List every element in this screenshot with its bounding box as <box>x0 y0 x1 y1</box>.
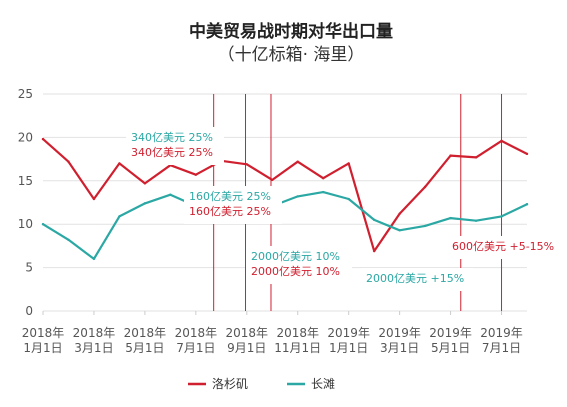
data-point <box>92 197 96 201</box>
annotation-box <box>184 186 282 224</box>
data-point <box>92 257 96 261</box>
annotation-text: 2000亿美元 10% <box>251 265 340 278</box>
data-point <box>67 160 70 163</box>
y-tick-label: 10 <box>18 217 33 231</box>
series-line-1 <box>41 191 529 260</box>
data-point <box>118 162 121 165</box>
data-point <box>449 216 452 220</box>
annotation-box <box>447 236 557 259</box>
y-tick-label: 5 <box>25 261 33 275</box>
x-tick-label-date: 1月1日 <box>329 341 368 355</box>
x-tick-label-year: 2018年 <box>226 326 269 340</box>
data-point <box>245 163 248 166</box>
data-point <box>143 202 147 205</box>
annotation-text: 2000亿美元 +15% <box>366 272 464 285</box>
data-point <box>347 162 350 165</box>
data-point <box>143 182 147 185</box>
x-axis: 2018年1月1日2018年3月1日2018年5月1日2018年7月1日2018… <box>22 311 523 355</box>
annotation-text: 2000亿美元 10% <box>251 250 340 263</box>
data-point <box>296 160 299 163</box>
x-tick-label-date: 11月1日 <box>274 341 321 355</box>
data-point <box>474 219 478 222</box>
x-tick-label-year: 2019年 <box>327 326 370 340</box>
chart-title: 中美贸易战时期对华出口量 <box>189 21 393 42</box>
x-tick-label-year: 2019年 <box>480 326 523 340</box>
x-tick-label-year: 2019年 <box>378 326 421 340</box>
x-tick-label-date: 7月1日 <box>482 341 521 355</box>
y-tick-label: 25 <box>18 87 33 101</box>
annotation-text: 340亿美元 25% <box>131 146 213 159</box>
legend-label: 长滩 <box>311 377 335 391</box>
x-tick-label-year: 2018年 <box>73 326 116 340</box>
annotation-box <box>246 246 352 284</box>
y-axis: 0 5 10 15 20 25 <box>18 87 33 318</box>
y-tick-label: 0 <box>25 304 33 318</box>
legend: 洛杉矶 长滩 <box>188 376 335 391</box>
data-point <box>67 238 70 242</box>
data-point <box>500 215 503 218</box>
series-line-0 <box>41 138 529 253</box>
grid <box>43 93 527 312</box>
x-tick-label-date: 7月1日 <box>176 341 215 355</box>
data-point <box>41 223 45 226</box>
data-point <box>41 137 45 141</box>
x-tick-label-year: 2019年 <box>429 326 472 340</box>
x-tick-label-year: 2018年 <box>276 326 319 340</box>
x-tick-label-date: 9月1日 <box>227 341 266 355</box>
annotation-text: 160亿美元 25% <box>189 190 271 203</box>
data-point <box>271 178 274 182</box>
data-point <box>398 229 401 232</box>
data-point <box>372 218 376 222</box>
x-tick-label-year: 2018年 <box>175 326 218 340</box>
data-point <box>500 139 503 143</box>
data-point <box>322 176 325 180</box>
x-tick-label-year: 2018年 <box>22 326 65 340</box>
data-point <box>169 193 172 196</box>
data-point <box>194 173 198 176</box>
x-tick-label-date: 5月1日 <box>431 341 470 355</box>
data-point <box>525 152 529 156</box>
data-point <box>423 185 427 189</box>
x-tick-label-year: 2018年 <box>124 326 167 340</box>
x-tick-label-date: 5月1日 <box>125 341 164 355</box>
annotation-text: 340亿美元 25% <box>131 131 213 144</box>
annotation-box <box>126 127 224 165</box>
annotations: 340亿美元 25% 340亿美元 25% 160亿美元 25% 160亿美元 25%… <box>126 127 557 291</box>
data-point <box>296 195 299 198</box>
data-point <box>525 203 529 206</box>
data-point <box>474 156 478 159</box>
data-point <box>398 212 401 215</box>
data-series <box>41 137 529 261</box>
data-point <box>449 154 452 157</box>
annotation-box <box>361 268 473 291</box>
annotation-text: 600亿美元 +5-15% <box>452 240 554 253</box>
data-point <box>118 215 121 218</box>
y-tick-label: 15 <box>18 174 33 188</box>
x-tick-label-date: 3月1日 <box>74 341 113 355</box>
data-point <box>347 197 350 201</box>
data-point <box>423 224 427 228</box>
y-tick-label: 20 <box>18 130 33 144</box>
x-tick-label-date: 3月1日 <box>380 341 419 355</box>
data-point <box>372 249 376 253</box>
chart-subtitle: （十亿标箱· 海里） <box>218 45 365 65</box>
data-point <box>322 190 325 194</box>
legend-label: 洛杉矶 <box>212 376 248 391</box>
x-tick-label-date: 1月1日 <box>23 341 62 355</box>
annotation-text: 160亿美元 25% <box>189 205 271 218</box>
